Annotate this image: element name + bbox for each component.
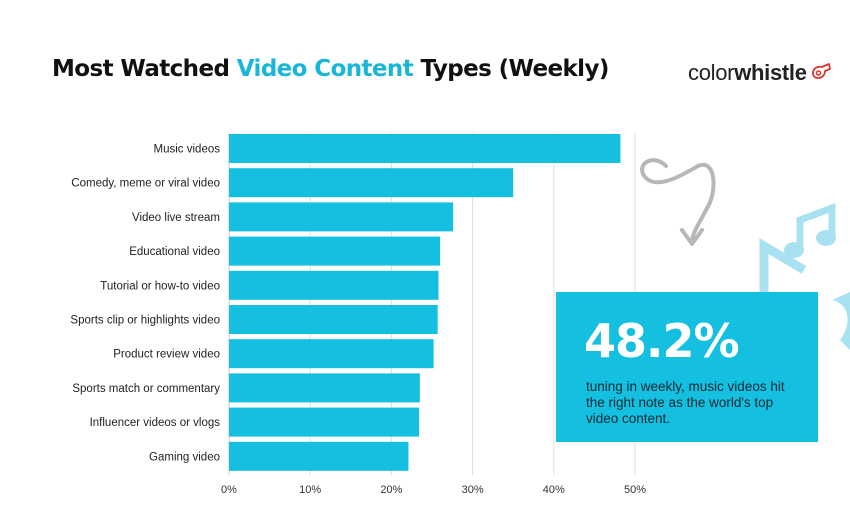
highlight-callout: 48.2% tuning in weekly, music videos hit… xyxy=(556,292,818,442)
bar xyxy=(229,441,409,471)
curved-arrow-icon xyxy=(640,158,716,246)
bar xyxy=(229,134,621,163)
x-tick-label: 30% xyxy=(462,484,484,496)
logo-text-whistle: whistle xyxy=(734,60,807,85)
bar xyxy=(229,270,439,300)
x-tick-label: 0% xyxy=(221,484,237,496)
bar xyxy=(229,373,420,403)
bar xyxy=(229,407,420,437)
y-category-label: Sports clip or highlights video xyxy=(70,315,220,327)
title-highlight: Video Content xyxy=(236,56,414,82)
x-tick-label: 50% xyxy=(624,484,646,496)
bar xyxy=(229,168,514,198)
callout-caption: tuning in weekly, music videos hit the r… xyxy=(586,379,785,426)
whistle-icon xyxy=(812,63,831,79)
y-category-label: Comedy, meme or viral video xyxy=(71,178,220,190)
brand-logo: colorwhistle xyxy=(688,60,831,86)
logo-text-color: color xyxy=(688,60,735,85)
bar xyxy=(229,202,454,232)
y-category-label: Product review video xyxy=(113,349,220,361)
y-category-label: Educational video xyxy=(129,246,220,258)
callout-value: 48.2% xyxy=(584,314,740,368)
chart-title: Most Watched Video Content Types (Weekly… xyxy=(52,56,609,82)
y-category-label: Gaming video xyxy=(149,451,220,463)
y-category-label: Music videos xyxy=(154,144,221,156)
x-tick-label: 20% xyxy=(380,484,402,496)
y-category-label: Sports match or commentary xyxy=(72,383,220,395)
y-category-label: Influencer videos or vlogs xyxy=(90,417,221,429)
bar xyxy=(229,236,441,266)
bar xyxy=(229,305,438,334)
x-tick-label: 10% xyxy=(299,484,321,496)
y-category-label: Tutorial or how-to video xyxy=(100,280,220,292)
bar xyxy=(229,339,434,369)
y-category-label: Video live stream xyxy=(132,212,220,224)
title-part-1: Most Watched xyxy=(52,56,237,82)
title-part-2: Types (Weekly) xyxy=(413,56,610,82)
x-tick-label: 40% xyxy=(543,484,565,496)
